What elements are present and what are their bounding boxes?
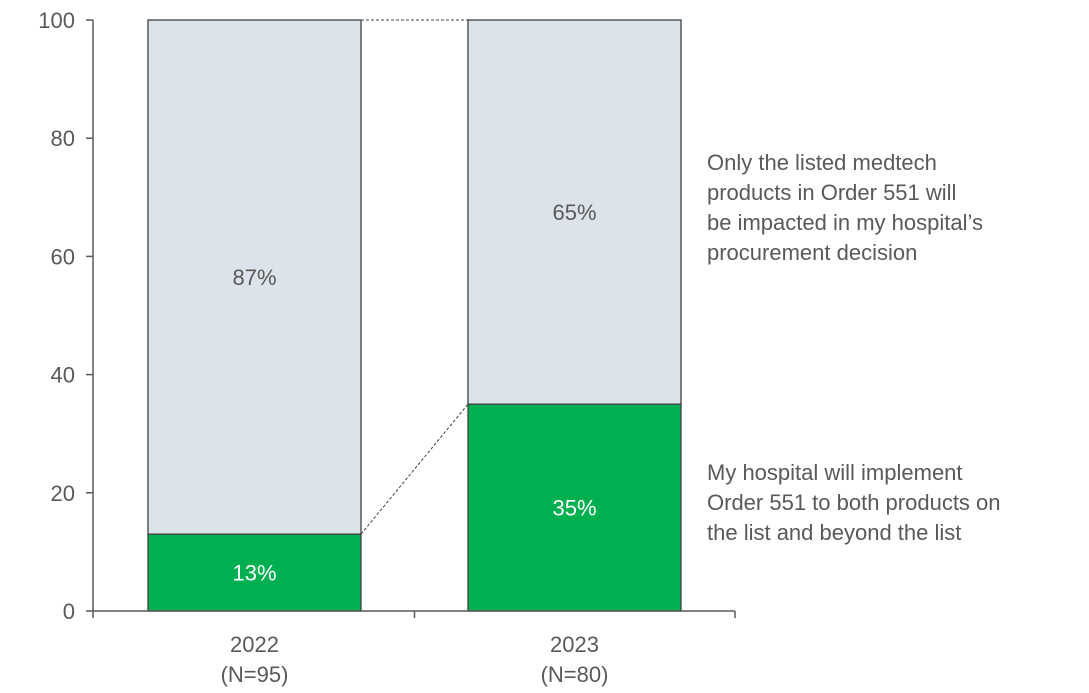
bar-label-listed-2022: 87% xyxy=(232,265,276,290)
y-tick-label-20: 20 xyxy=(51,481,75,506)
annotation-both-line-1: My hospital will implement xyxy=(707,460,963,485)
bar-label-both-2022: 13% xyxy=(232,561,276,586)
bar-label-both-2023: 35% xyxy=(552,496,596,521)
annotation-both-line-2: Order 551 to both products on xyxy=(707,490,1001,515)
y-tick-label-40: 40 xyxy=(51,363,75,388)
annotation-listed-line-1: Only the listed medtech xyxy=(707,150,937,175)
bar-both-2022 xyxy=(147,533,362,612)
annotation-both-products: My hospital will implement Order 551 to … xyxy=(707,458,1087,548)
x-tick-sublabel-2022: (N=95) xyxy=(221,662,289,687)
y-tick-label-60: 60 xyxy=(51,244,75,269)
annotation-listed-line-3: be impacted in my hospital’s xyxy=(707,210,983,235)
bar-both-2023 xyxy=(467,403,682,612)
y-tick-label-80: 80 xyxy=(51,126,75,151)
x-tick-sublabel-2023: (N=80) xyxy=(541,662,609,687)
annotation-both-line-3: the list and beyond the list xyxy=(707,520,962,545)
bar-listed-2022 xyxy=(147,19,362,535)
bar-label-listed-2023: 65% xyxy=(552,200,596,225)
x-tick-label-2023: 2023 xyxy=(550,632,599,657)
y-tick-label-100: 100 xyxy=(38,8,75,33)
annotation-listed-products: Only the listed medtech products in Orde… xyxy=(707,148,1087,268)
x-tick-label-2022: 2022 xyxy=(230,632,279,657)
annotation-listed-line-4: procurement decision xyxy=(707,240,918,265)
y-tick-label-0: 0 xyxy=(63,599,75,624)
connector-line-split xyxy=(360,403,469,535)
bar-listed-2023 xyxy=(467,19,682,405)
annotation-listed-line-2: products in Order 551 will xyxy=(707,180,957,205)
